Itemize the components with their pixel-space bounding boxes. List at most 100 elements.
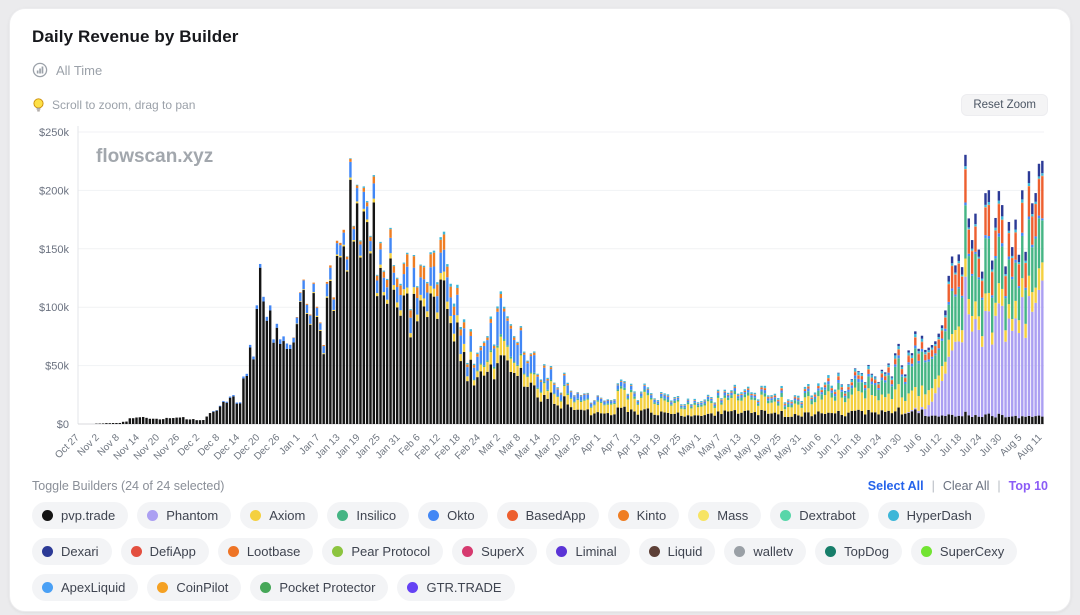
bar-segment [937, 387, 940, 417]
builder-chip-topdog[interactable]: TopDog [815, 538, 902, 565]
bar-segment [1004, 266, 1007, 275]
builder-chip-mass[interactable]: Mass [688, 502, 762, 529]
bar-segment [877, 381, 880, 383]
bar-segment [740, 394, 743, 395]
bar-segment [145, 417, 148, 424]
bar-segment [870, 381, 874, 385]
bar-segment [389, 253, 392, 259]
bar-segment [506, 346, 509, 361]
builder-chip-gtr-trade[interactable]: GTR.TRADE [397, 574, 515, 601]
builder-chip-liminal[interactable]: Liminal [546, 538, 630, 565]
builder-chip-defiapp[interactable]: DefiApp [120, 538, 209, 565]
bar-segment [1027, 275, 1031, 297]
select-all-link[interactable]: Select All [867, 479, 924, 493]
bar-segment [1037, 218, 1041, 269]
bar-segment [884, 380, 887, 383]
bar-segment [927, 347, 930, 351]
bar-segment [777, 399, 780, 401]
bar-segment [556, 388, 559, 390]
bar-segment [957, 341, 960, 416]
bar-segment [553, 383, 556, 385]
bar-segment [275, 323, 279, 328]
bar-segment [857, 371, 860, 373]
bar-segment [623, 389, 626, 407]
builder-chip-pocket-protector[interactable]: Pocket Protector [250, 574, 389, 601]
bar-segment [629, 385, 633, 386]
builder-chip-axiom[interactable]: Axiom [240, 502, 319, 529]
bar-segment [800, 403, 803, 406]
bar-segment [409, 333, 412, 338]
bar-segment [519, 326, 523, 328]
bar-segment [830, 413, 833, 424]
builder-chip-dextrabot[interactable]: Dextrabot [770, 502, 869, 529]
bar-segment [820, 389, 823, 391]
bar-segment [466, 364, 469, 368]
bar-segment [660, 393, 663, 394]
revenue-stacked-bar-chart[interactable]: $0$50k$100k$150k$200k$250kflowscan.xyzOc… [32, 120, 1050, 472]
builder-chip-insilico[interactable]: Insilico [327, 502, 410, 529]
bar-segment [499, 298, 503, 335]
bar-segment [830, 385, 833, 389]
bar-segment [867, 376, 870, 389]
top-10-link[interactable]: Top 10 [1008, 479, 1048, 493]
bar-segment [723, 391, 726, 393]
bar-segment [462, 352, 466, 424]
builder-chip-pvp-trade[interactable]: pvp.trade [32, 502, 129, 529]
bar-segment [813, 394, 817, 396]
bar-segment [365, 202, 369, 207]
clear-all-link[interactable]: Clear All [942, 479, 990, 493]
bar-segment [860, 376, 864, 380]
bar-segment [994, 258, 997, 303]
bar-segment [726, 392, 730, 395]
bar-segment [917, 363, 920, 397]
bar-segment [703, 400, 706, 402]
builder-chip-apexliquid[interactable]: ApexLiquid [32, 574, 139, 601]
builder-chip-liquid[interactable]: Liquid [638, 538, 716, 565]
builder-chip-supercexy[interactable]: SuperCexy [910, 538, 1018, 565]
builder-chip-label: SuperX [481, 544, 525, 559]
bar-segment [248, 347, 252, 424]
bar-segment [385, 303, 389, 424]
bar-segment [760, 389, 763, 392]
builder-chip-pear-protocol[interactable]: Pear Protocol [322, 538, 444, 565]
bar-segment [937, 339, 940, 349]
builder-chip-lootbase[interactable]: Lootbase [217, 538, 314, 565]
bar-segment [663, 398, 666, 401]
builder-chip-kinto[interactable]: Kinto [607, 502, 680, 529]
bar-segment [302, 289, 305, 291]
bar-segment [790, 407, 793, 417]
bar-segment [807, 396, 810, 413]
bar-segment [553, 382, 556, 384]
builder-chip-coinpilot[interactable]: CoinPilot [147, 574, 242, 601]
bar-segment [589, 406, 593, 408]
builder-chip-walletv[interactable]: walletv [724, 538, 807, 565]
bar-segment [519, 330, 523, 354]
bar-segment [305, 304, 309, 314]
bar-segment [733, 384, 737, 387]
builder-chip-dexari[interactable]: Dexari [32, 538, 112, 565]
builder-chip-okto[interactable]: Okto [418, 502, 488, 529]
bar-segment [419, 264, 422, 266]
bar-segment [964, 202, 967, 206]
bar-segment [1037, 179, 1041, 216]
bar-segment [753, 394, 757, 395]
builder-chip-phantom[interactable]: Phantom [137, 502, 232, 529]
bar-segment [619, 388, 623, 408]
reset-zoom-button[interactable]: Reset Zoom [961, 94, 1048, 116]
bar-segment [175, 417, 178, 424]
builder-chip-hyperdash[interactable]: HyperDash [877, 502, 985, 529]
builder-chip-basedapp[interactable]: BasedApp [496, 502, 599, 529]
bar-segment [416, 321, 419, 424]
bar-segment [984, 207, 987, 208]
bar-segment [399, 295, 402, 311]
bar-segment [813, 392, 817, 395]
bar-segment [904, 400, 907, 414]
timeframe-selector[interactable]: All Time [32, 62, 1048, 78]
bar-segment [1027, 296, 1031, 416]
bar-segment [957, 326, 960, 342]
bar-segment [339, 257, 342, 424]
bar-segment [860, 382, 864, 393]
bar-segment [760, 385, 763, 388]
builder-chip-superx[interactable]: SuperX [452, 538, 538, 565]
builder-color-dot [556, 546, 568, 557]
